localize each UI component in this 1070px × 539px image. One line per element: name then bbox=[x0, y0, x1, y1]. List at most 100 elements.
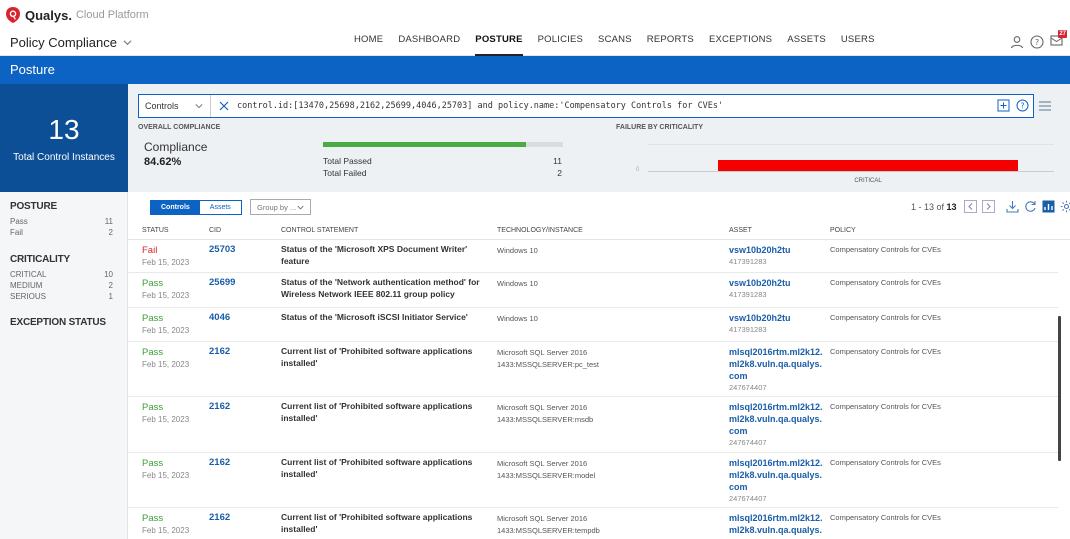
nav-item-exceptions[interactable]: EXCEPTIONS bbox=[708, 34, 773, 45]
col-policy[interactable]: POLICY bbox=[830, 227, 856, 234]
status-cell: Fail Feb 15, 2023 bbox=[142, 245, 189, 267]
criticality-filter-count: 1 bbox=[108, 292, 113, 301]
status-cell: Pass Feb 15, 2023 bbox=[142, 513, 189, 535]
table-row[interactable]: Fail Feb 15, 2023 25703 Status of the 'Micr… bbox=[128, 240, 1058, 273]
policy-name: Compensatory Controls for CVEs bbox=[830, 513, 941, 522]
pager-total: 13 bbox=[946, 202, 957, 212]
chevron-down-icon bbox=[297, 205, 304, 209]
technology-cell: Microsoft SQL Server 2016 1433:MSSQLSERVE… bbox=[497, 402, 593, 425]
criticality-filter-critical[interactable]: CRITICAL 10 bbox=[10, 269, 113, 280]
control-statement: Status of the 'Microsoft XPS Document Wr… bbox=[281, 244, 468, 266]
posture-filter-label: Pass bbox=[10, 217, 28, 226]
nav-item-policies[interactable]: POLICIES bbox=[537, 34, 584, 45]
col-cid[interactable]: CID bbox=[209, 227, 222, 234]
app-switcher[interactable]: Policy Compliance bbox=[10, 35, 132, 50]
table-row[interactable]: Pass Feb 15, 2023 2162 Current list of 'Pro… bbox=[128, 508, 1058, 539]
control-id-link[interactable]: 25703 bbox=[209, 244, 236, 255]
table-row[interactable]: Pass Feb 15, 2023 2162 Current list of 'Pro… bbox=[128, 397, 1058, 453]
hamburger-menu-icon[interactable] bbox=[1038, 100, 1052, 112]
asset-link[interactable]: mlsql2016rtm.ml2k12.ml2k8.vuln.qa.qualys… bbox=[729, 402, 823, 436]
nav-item-assets[interactable]: ASSETS bbox=[787, 34, 826, 45]
criticality-filter-serious[interactable]: SERIOUS 1 bbox=[10, 291, 113, 302]
help-icon[interactable]: ? bbox=[1030, 34, 1044, 49]
toolbar-actions bbox=[964, 200, 1070, 213]
control-id-link[interactable]: 2162 bbox=[209, 457, 231, 468]
tab-controls[interactable]: Controls bbox=[151, 201, 200, 214]
notification-icon bbox=[1050, 35, 1063, 46]
table-row[interactable]: Pass Feb 15, 2023 2162 Current list of 'Pro… bbox=[128, 342, 1058, 397]
status-badge: Pass bbox=[142, 458, 164, 469]
group-by-select[interactable]: Group by ... bbox=[250, 199, 311, 215]
refresh-icon[interactable] bbox=[1024, 200, 1037, 213]
asset-link[interactable]: vsw10b20h2tu bbox=[729, 313, 791, 323]
asset-cell: vsw10b20h2tu 417391283 bbox=[729, 244, 824, 266]
evaluation-date: Feb 15, 2023 bbox=[142, 360, 190, 369]
download-icon[interactable] bbox=[1006, 200, 1019, 213]
table-row[interactable]: Pass Feb 15, 2023 25699 Status of the 'Netw… bbox=[128, 273, 1058, 308]
policy-name: Compensatory Controls for CVEs bbox=[830, 313, 941, 322]
chevron-down-icon bbox=[123, 40, 132, 46]
nav-item-dashboard[interactable]: DASHBOARD bbox=[398, 34, 461, 45]
exception-status-filter-title[interactable]: EXCEPTION STATUS bbox=[10, 317, 106, 328]
col-control-statement[interactable]: CONTROL STATEMENT bbox=[281, 227, 359, 234]
user-icon[interactable] bbox=[1010, 35, 1024, 49]
control-id-link[interactable]: 4046 bbox=[209, 312, 231, 323]
status-badge: Pass bbox=[142, 347, 164, 358]
prev-page-icon[interactable] bbox=[964, 200, 977, 213]
asset-link[interactable]: vsw10b20h2tu bbox=[729, 278, 791, 288]
criticality-filter-label: SERIOUS bbox=[10, 292, 47, 301]
posture-filter-list: Pass 11 Fail 2 bbox=[0, 216, 127, 238]
nav-item-scans[interactable]: SCANS bbox=[598, 34, 632, 45]
technology-cell: Microsoft SQL Server 2016 1433:MSSQLSERVE… bbox=[497, 513, 600, 536]
control-id-link[interactable]: 2162 bbox=[209, 401, 231, 412]
status-badge: Fail bbox=[142, 245, 158, 256]
table-scrollbar[interactable] bbox=[1058, 316, 1061, 461]
next-page-icon[interactable] bbox=[982, 200, 995, 213]
asset-link[interactable]: mlsql2016rtm.ml2k12.ml2k8.vuln.qa.qualys… bbox=[729, 347, 823, 381]
overview-panel: Controls control.id:[13470,25698,2162,25… bbox=[128, 84, 1070, 192]
col-status[interactable]: STATUS bbox=[142, 227, 169, 234]
asset-link[interactable]: mlsql2016rtm.ml2k12.ml2k8.vuln.qa.qualys… bbox=[729, 513, 823, 539]
total-failed-value: 2 bbox=[557, 168, 562, 178]
technology-name: Microsoft SQL Server 2016 bbox=[497, 514, 588, 523]
posture-filter-pass[interactable]: Pass 11 bbox=[10, 216, 113, 227]
qualys-logo-icon bbox=[6, 7, 20, 23]
expand-query-icon[interactable] bbox=[997, 99, 1010, 112]
nav-item-home[interactable]: HOME bbox=[354, 34, 384, 45]
group-by-value: Group by ... bbox=[257, 202, 297, 212]
control-id-link[interactable]: 2162 bbox=[209, 512, 231, 523]
criticality-filter-medium[interactable]: MEDIUM 2 bbox=[10, 280, 113, 291]
evaluation-date: Feb 15, 2023 bbox=[142, 471, 190, 480]
search-query-input[interactable]: control.id:[13470,25698,2162,25699,4046,… bbox=[237, 101, 724, 111]
posture-filter-title: POSTURE bbox=[10, 201, 57, 212]
asset-id: 247674407 bbox=[729, 494, 767, 503]
control-statement: Current list of 'Prohibited software app… bbox=[281, 346, 473, 368]
table-row[interactable]: Pass Feb 15, 2023 4046 Status of the 'Micro… bbox=[128, 308, 1058, 342]
table-row[interactable]: Pass Feb 15, 2023 2162 Current list of 'Pro… bbox=[128, 453, 1058, 508]
page-title: Posture bbox=[0, 56, 1070, 84]
compliance-progress-fill bbox=[323, 142, 527, 147]
technology-cell: Windows 10 bbox=[497, 313, 538, 325]
tab-assets[interactable]: Assets bbox=[199, 201, 241, 214]
control-id-link[interactable]: 25699 bbox=[209, 277, 236, 288]
notifications[interactable]: 27 bbox=[1050, 30, 1067, 50]
settings-gear-icon[interactable] bbox=[1060, 200, 1070, 213]
clear-search-icon[interactable] bbox=[218, 100, 230, 112]
col-technology-instance[interactable]: TECHNOLOGY/INSTANCE bbox=[497, 227, 583, 234]
failure-bar-critical[interactable] bbox=[717, 160, 1019, 171]
nav-item-reports[interactable]: REPORTS bbox=[646, 34, 694, 45]
control-statement: Current list of 'Prohibited software app… bbox=[281, 401, 473, 423]
technology-cell: Windows 10 bbox=[497, 278, 538, 290]
report-icon[interactable] bbox=[1042, 200, 1055, 213]
search-help-icon[interactable]: ? bbox=[1016, 99, 1029, 112]
posture-filter-fail[interactable]: Fail 2 bbox=[10, 227, 113, 238]
nav-item-users[interactable]: USERS bbox=[840, 34, 875, 45]
col-asset[interactable]: ASSET bbox=[729, 227, 752, 234]
nav-item-posture[interactable]: POSTURE bbox=[475, 30, 523, 56]
policy-name: Compensatory Controls for CVEs bbox=[830, 458, 941, 467]
asset-link[interactable]: mlsql2016rtm.ml2k12.ml2k8.vuln.qa.qualys… bbox=[729, 458, 823, 492]
compliance-percentage: 84.62% bbox=[144, 156, 182, 168]
asset-link[interactable]: vsw10b20h2tu bbox=[729, 245, 791, 255]
control-id-link[interactable]: 2162 bbox=[209, 346, 231, 357]
search-scope-select[interactable]: Controls bbox=[139, 95, 211, 117]
